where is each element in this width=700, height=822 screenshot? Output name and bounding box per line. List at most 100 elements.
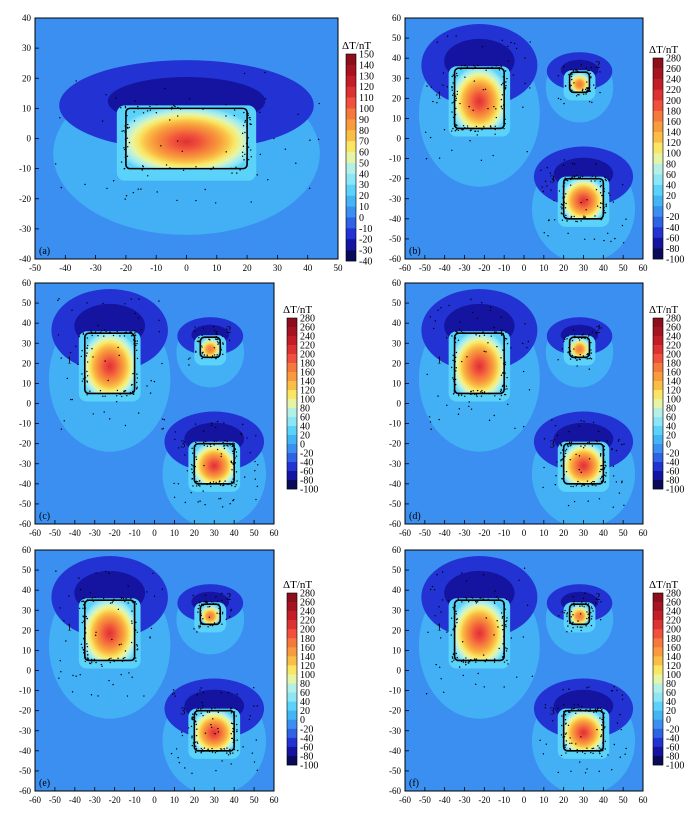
scatter-point — [90, 658, 93, 661]
colorbar-tick-label: 40 — [300, 422, 310, 433]
scatter-point — [202, 618, 204, 620]
scatter-point — [567, 724, 570, 727]
scatter-point — [63, 420, 65, 422]
scatter-point — [598, 440, 600, 442]
y-tick-label: 0 — [397, 666, 402, 676]
colorbar-tick-label: 220 — [666, 85, 681, 96]
body-outline — [193, 442, 235, 485]
colorbar-title: ΔT/nT — [283, 304, 312, 316]
scatter-point — [503, 115, 506, 118]
scatter-point — [216, 333, 218, 336]
scatter-point — [123, 390, 125, 393]
scatter-point — [136, 648, 139, 650]
scatter-point — [600, 601, 602, 603]
scatter-point — [182, 169, 185, 172]
scatter-point — [240, 432, 242, 435]
y-tick-label: -10 — [19, 164, 31, 174]
scatter-point — [136, 349, 138, 351]
scatter-point — [566, 620, 569, 622]
scatter-point — [249, 118, 251, 121]
scatter-point — [230, 722, 233, 724]
scatter-point — [86, 337, 88, 339]
scatter-point — [191, 452, 194, 454]
scatter-point — [220, 453, 223, 455]
colorbar-swatch — [653, 381, 663, 391]
scatter-point — [180, 731, 183, 733]
scatter-point — [506, 376, 508, 379]
colorbar-swatch — [653, 237, 663, 249]
scatter-point — [562, 204, 565, 206]
scatter-point — [462, 128, 464, 131]
scatter-point — [235, 471, 238, 473]
body-label: 2 — [595, 60, 600, 71]
scatter-point — [226, 752, 228, 754]
scatter-point — [225, 115, 227, 117]
scatter-point — [522, 342, 524, 345]
scatter-point — [599, 192, 602, 194]
scatter-point — [464, 395, 466, 398]
scatter-point — [242, 124, 245, 127]
colorbar-tick-label: 200 — [300, 350, 315, 361]
colorbar-tick-label: 80 — [300, 679, 310, 690]
scatter-point — [529, 87, 531, 89]
scatter-point — [236, 172, 238, 174]
scatter-point — [483, 127, 485, 129]
scatter-point — [172, 689, 175, 691]
scatter-point — [497, 626, 499, 628]
x-tick-label: 30 — [579, 263, 589, 273]
scatter-point — [99, 331, 102, 334]
scatter-point — [450, 617, 453, 619]
colorbar-tick-label: -60 — [300, 467, 313, 478]
colorbar-tick-label: 180 — [300, 359, 315, 370]
scatter-point — [206, 356, 208, 358]
scatter-point — [133, 111, 135, 113]
y-tick-label: -50 — [389, 234, 401, 244]
scatter-point — [105, 330, 107, 333]
scatter-point — [434, 320, 437, 322]
scatter-point — [192, 470, 195, 472]
scatter-point — [82, 648, 85, 651]
colorbar-swatch — [287, 674, 297, 684]
colorbar-swatch — [653, 719, 663, 730]
scatter-point — [598, 498, 601, 500]
colorbar-tick-label: 0 — [666, 440, 671, 451]
x-tick-label: 0 — [184, 263, 189, 273]
colorbar-swatch — [287, 602, 297, 612]
body-outline — [199, 336, 222, 359]
scatter-point — [476, 395, 478, 398]
scatter-point — [621, 481, 623, 484]
scatter-point — [502, 603, 505, 605]
scatter-point — [560, 459, 562, 461]
scatter-point — [232, 450, 234, 453]
scatter-point — [601, 711, 603, 713]
scatter-point — [458, 328, 461, 331]
scatter-point — [587, 613, 589, 615]
scatter-point — [195, 166, 197, 168]
colorbar-title: ΔT/nT — [649, 579, 678, 591]
scatter-point — [213, 354, 216, 356]
scatter-point — [130, 335, 133, 337]
scatter-point — [246, 437, 248, 439]
colorbar-swatch — [346, 108, 356, 120]
scatter-point — [233, 453, 235, 456]
scatter-point — [461, 360, 463, 363]
scatter-point — [477, 64, 479, 67]
colorbar-tick-label: -100 — [300, 761, 318, 772]
scatter-point — [201, 334, 203, 337]
x-tick-label: -60 — [29, 795, 41, 805]
scatter-point — [502, 643, 504, 645]
y-tick-label: -10 — [389, 686, 401, 696]
scatter-point — [576, 220, 578, 223]
scatter-point — [253, 705, 255, 707]
scatter-point — [604, 748, 606, 750]
colorbar-tick-label: -30 — [359, 246, 372, 257]
scatter-point — [254, 470, 256, 472]
colorbar-swatch — [653, 701, 663, 711]
scatter-point — [230, 481, 233, 483]
scatter-point — [128, 141, 131, 144]
scatter-point — [97, 599, 99, 601]
anomaly-body — [569, 72, 590, 93]
scatter-point — [461, 641, 464, 643]
scatter-point — [603, 727, 605, 729]
x-tick-label: 0 — [522, 263, 527, 273]
